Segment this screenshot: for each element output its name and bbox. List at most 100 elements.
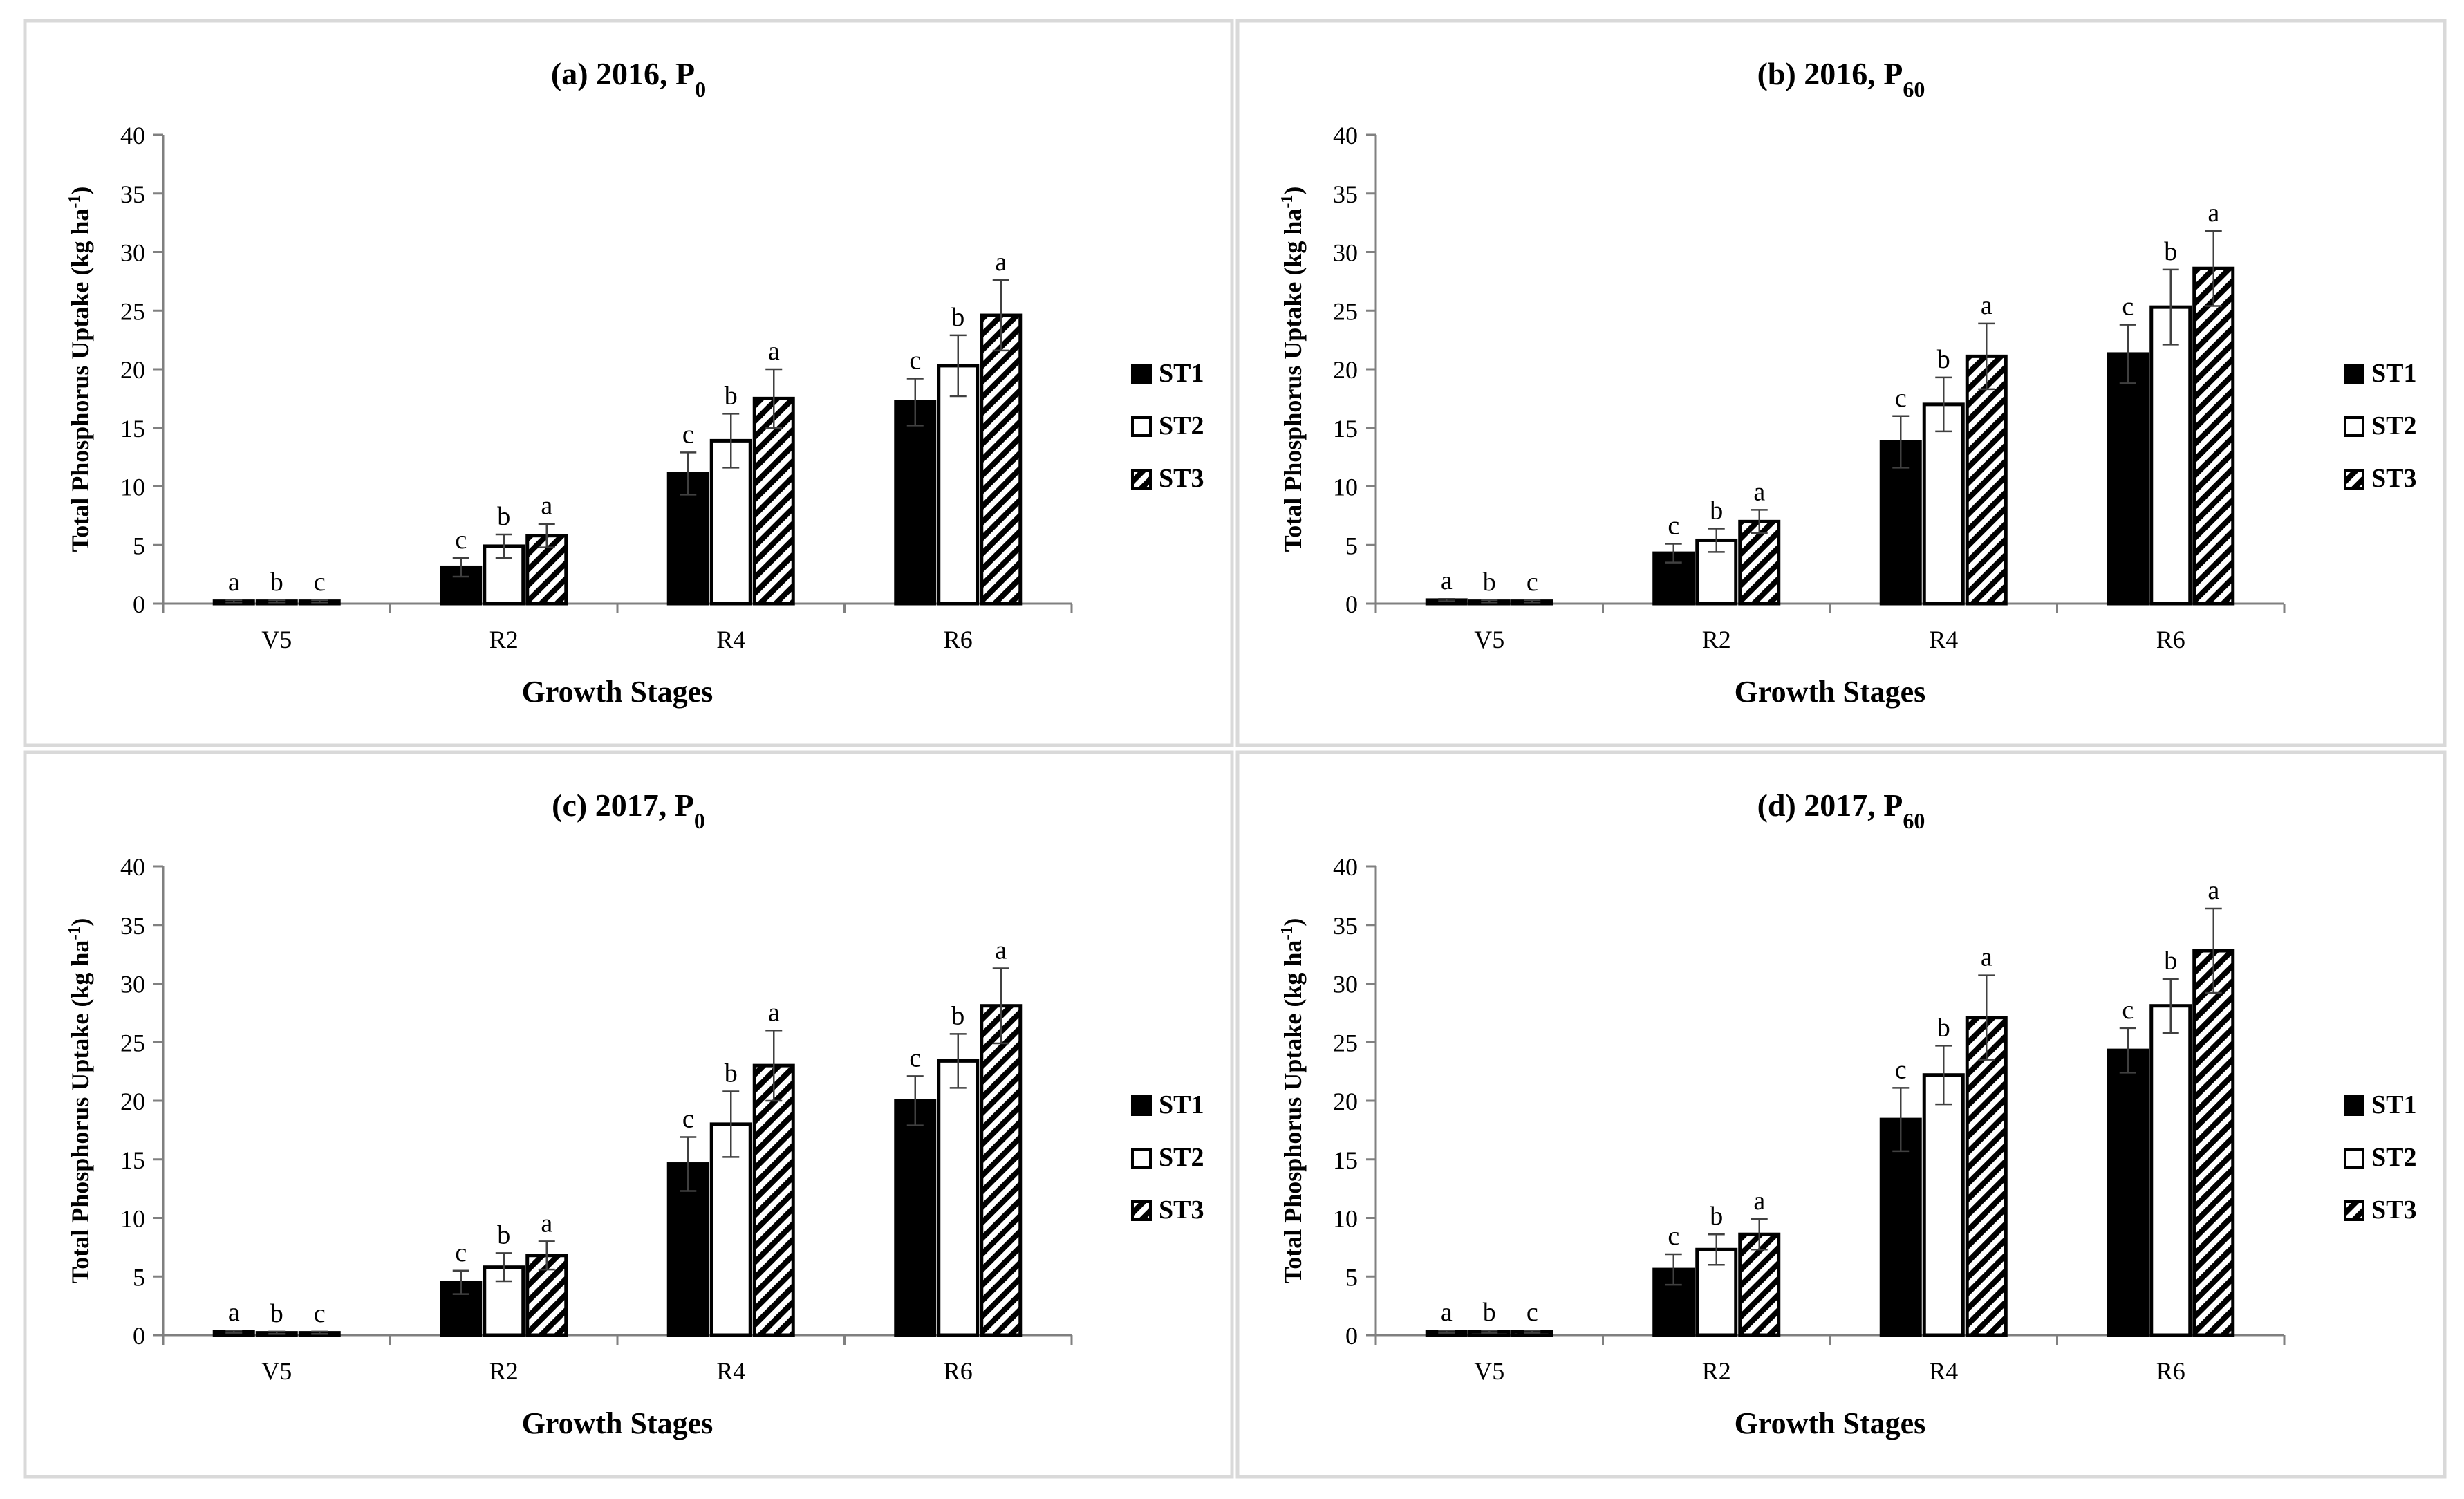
y-tick-label: 0 [1345, 590, 1358, 618]
y-tick-label: 20 [120, 356, 145, 384]
y-tick-label: 15 [120, 415, 145, 443]
bar-st3-r4 [1965, 1016, 2008, 1337]
y-axis-label-close: ) [66, 187, 94, 195]
significance-letter: a [1753, 1186, 1765, 1216]
significance-letter: a [1441, 566, 1453, 595]
bar-st2-r4 [709, 1122, 752, 1337]
significance-letter: c [1527, 1298, 1538, 1327]
y-tick-label: 40 [120, 122, 145, 149]
significance-letter: b [725, 381, 738, 410]
y-tick-label: 10 [1333, 474, 1358, 501]
legend-label-st3: ST3 [1159, 1195, 1204, 1225]
legend-label-st1: ST1 [1159, 1090, 1204, 1119]
y-axis-label: Total Phosphorus Uptake (kg ha-1) [1278, 918, 1307, 1284]
legend-label-st2: ST2 [2371, 1143, 2416, 1172]
bar-st3-r6 [980, 1004, 1023, 1337]
panel-border [23, 19, 1234, 747]
chart-title-subscript: 0 [694, 808, 705, 833]
bar-st1-r6 [2107, 352, 2149, 606]
legend-label-st2: ST2 [1159, 1143, 1204, 1172]
significance-letter: c [682, 1105, 694, 1134]
y-tick-label: 40 [1333, 853, 1358, 881]
panel-border [1235, 19, 2447, 747]
significance-letter: c [1895, 1055, 1907, 1084]
significance-letter: a [768, 337, 780, 366]
y-tick-label: 0 [1345, 1322, 1358, 1350]
significance-letter: b [497, 1220, 510, 1249]
significance-letter: c [682, 420, 694, 449]
y-tick-label: 20 [1333, 1088, 1358, 1115]
y-tick-label: 30 [120, 239, 145, 267]
legend-label-st2: ST2 [2371, 411, 2416, 440]
y-tick-label: 10 [120, 1205, 145, 1233]
x-tick-label: R4 [716, 1357, 745, 1385]
chart-title: (a) 2016, P0 [551, 56, 706, 102]
x-tick-label: R6 [2156, 1357, 2185, 1385]
y-tick-label: 35 [1333, 912, 1358, 940]
significance-letter: b [2164, 237, 2177, 266]
y-axis-label: Total Phosphorus Uptake (kg ha-1) [66, 918, 94, 1284]
significance-letter: b [1483, 568, 1496, 597]
chart-title: (d) 2017, P60 [1757, 788, 1925, 833]
significance-letter: a [541, 1209, 552, 1238]
x-tick-label: R2 [1702, 1357, 1731, 1385]
bar-st3-r6 [2192, 949, 2235, 1337]
bar-st2-r6 [2149, 305, 2192, 606]
x-axis-label: Growth Stages [522, 1406, 713, 1440]
panel-border [1235, 750, 2447, 1479]
y-tick-label: 15 [1333, 415, 1358, 443]
significance-letter: b [270, 1299, 283, 1328]
y-tick-label: 5 [1345, 1263, 1358, 1291]
chart-title: (b) 2016, P60 [1757, 56, 1925, 102]
y-axis-label-main: Total Phosphorus Uptake (kg ha [1279, 940, 1307, 1284]
significance-letter: b [725, 1059, 738, 1088]
y-axis-label-close: ) [1279, 918, 1307, 927]
chart-title-main: (d) 2017, P [1757, 788, 1903, 823]
y-tick-label: 25 [120, 1029, 145, 1056]
y-axis-label-main: Total Phosphorus Uptake (kg ha [66, 940, 94, 1284]
y-tick-label: 35 [120, 180, 145, 208]
x-axis-label: Growth Stages [1735, 1406, 1926, 1440]
x-axis-label: Growth Stages [1735, 675, 1926, 709]
legend-swatch-st1 [2344, 364, 2364, 384]
significance-letter: c [1668, 1222, 1679, 1251]
x-tick-label: R6 [944, 626, 973, 653]
legend-label-st1: ST1 [2371, 359, 2416, 388]
bar-st1-r6 [2107, 1048, 2149, 1337]
significance-letter: a [1753, 477, 1765, 506]
y-tick-label: 30 [120, 971, 145, 998]
chart-panel-d: (d) 2017, P60 Total Phosphorus Uptake (kg… [1235, 750, 2447, 1479]
significance-letter: c [1895, 384, 1907, 413]
x-tick-label: R2 [489, 626, 519, 653]
y-axis-label-main: Total Phosphorus Uptake (kg ha [66, 209, 94, 552]
y-tick-label: 30 [1333, 239, 1358, 267]
y-tick-label: 10 [1333, 1205, 1358, 1233]
significance-letter: a [228, 568, 240, 597]
y-tick-label: 5 [133, 1263, 145, 1291]
significance-letter: a [541, 492, 552, 521]
bar-st2-r4 [1922, 402, 1965, 606]
y-axis-label-superscript: -1 [66, 195, 84, 209]
significance-letter: b [1710, 1202, 1723, 1231]
x-tick-label: V5 [1474, 1357, 1504, 1385]
legend-label-st1: ST1 [2371, 1090, 2416, 1119]
significance-letter: b [1937, 345, 1950, 374]
y-tick-label: 20 [120, 1088, 145, 1115]
legend-swatch-st2 [1131, 1148, 1152, 1169]
chart-title-main: (a) 2016, P [551, 56, 695, 91]
y-tick-label: 25 [1333, 297, 1358, 325]
bar-st3-r2 [1738, 519, 1781, 606]
legend-label-st2: ST2 [1159, 411, 1204, 440]
x-axis-label: Growth Stages [522, 675, 713, 709]
legend-label-st3: ST3 [1159, 464, 1204, 493]
significance-letter: b [951, 1001, 964, 1030]
x-tick-label: R2 [1702, 626, 1731, 653]
y-tick-label: 35 [120, 912, 145, 940]
x-tick-label: R4 [1929, 626, 1958, 653]
y-tick-label: 30 [1333, 971, 1358, 998]
bar-st2-r4 [1922, 1073, 1965, 1337]
y-tick-label: 0 [133, 1322, 145, 1350]
significance-letter: a [228, 1298, 240, 1327]
